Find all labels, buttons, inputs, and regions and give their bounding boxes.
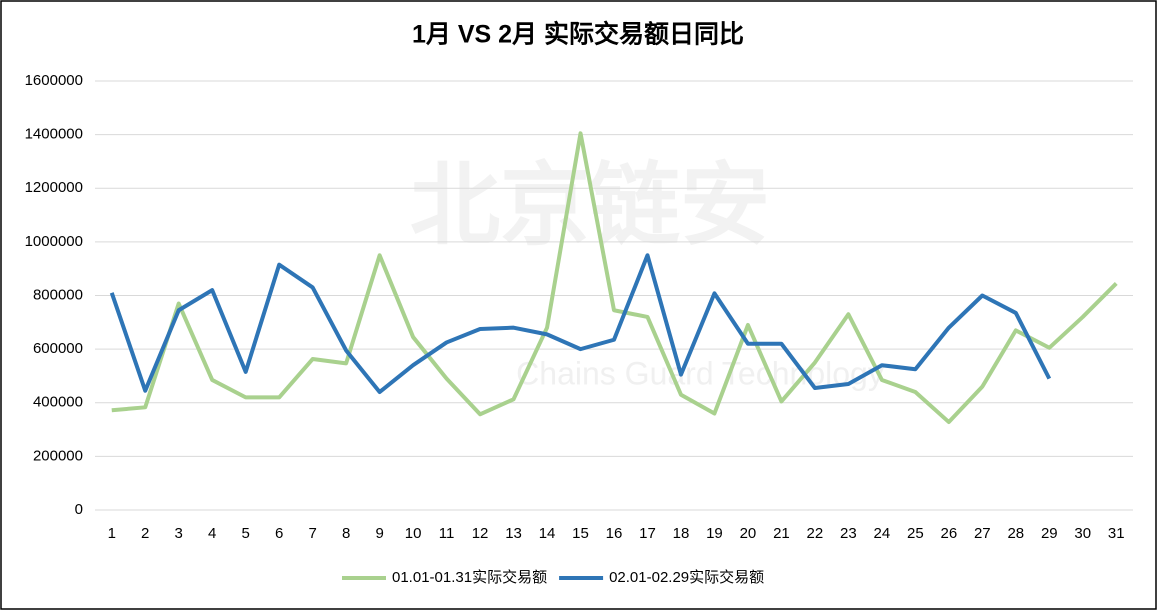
- y-tick-label: 600000: [33, 340, 83, 357]
- x-tick-label: 30: [1074, 525, 1091, 542]
- x-tick-label: 16: [606, 525, 623, 542]
- x-tick-label: 6: [275, 525, 283, 542]
- x-tick-label: 8: [342, 525, 350, 542]
- series-line: [111, 131, 1118, 425]
- x-tick-label: 5: [242, 525, 250, 542]
- y-tick-label: 200000: [33, 447, 83, 464]
- legend-label: 01.01-01.31实际交易额: [392, 568, 547, 586]
- y-tick-label: 1000000: [25, 233, 83, 250]
- x-tick-label: 17: [639, 525, 656, 542]
- x-tick-label: 3: [175, 525, 183, 542]
- x-tick-label: 15: [572, 525, 589, 542]
- chart-title: 1月 VS 2月 实际交易额日同比: [412, 20, 744, 49]
- y-tick-label: 400000: [33, 394, 83, 411]
- x-tick-label: 20: [740, 525, 757, 542]
- legend-label: 02.01-02.29实际交易额: [609, 568, 764, 586]
- x-tick-label: 7: [308, 525, 316, 542]
- x-tick-label: 24: [874, 525, 891, 542]
- x-tick-label: 25: [907, 525, 924, 542]
- x-tick-label: 13: [505, 525, 522, 542]
- x-tick-label: 29: [1041, 525, 1058, 542]
- x-tick-label: 22: [807, 525, 824, 542]
- x-tick-label: 11: [439, 525, 455, 542]
- series-line: [109, 253, 1052, 395]
- x-tick-label: 27: [974, 525, 991, 542]
- y-tick-label: 800000: [33, 286, 83, 303]
- x-tick-label: 26: [940, 525, 957, 542]
- y-tick-label: 1400000: [25, 126, 83, 143]
- x-tick-label: 18: [673, 525, 690, 542]
- y-tick-label: 1600000: [25, 72, 83, 89]
- x-tick-label: 23: [840, 525, 857, 542]
- watermark: 北京链安: [410, 156, 770, 256]
- x-tick-label: 10: [405, 525, 422, 542]
- x-tick-label: 19: [706, 525, 723, 542]
- x-tick-label: 4: [208, 525, 216, 542]
- x-tick-label: 21: [773, 525, 790, 542]
- x-tick-label: 14: [539, 525, 556, 542]
- x-tick-label: 12: [472, 525, 489, 542]
- y-tick-label: 1200000: [25, 179, 83, 196]
- y-tick-label: 0: [75, 501, 83, 518]
- x-tick-label: 1: [108, 525, 116, 542]
- x-tick-label: 2: [141, 525, 149, 542]
- x-tick-label: 31: [1108, 525, 1125, 542]
- x-tick-label: 28: [1007, 525, 1024, 542]
- x-tick-label: 9: [375, 525, 383, 542]
